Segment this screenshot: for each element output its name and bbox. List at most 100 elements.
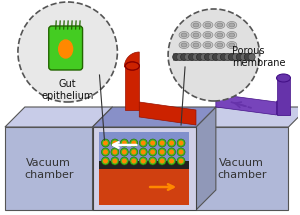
Ellipse shape xyxy=(203,22,213,29)
Polygon shape xyxy=(196,107,216,210)
Circle shape xyxy=(123,159,126,163)
Ellipse shape xyxy=(215,41,225,49)
Circle shape xyxy=(101,139,110,147)
Circle shape xyxy=(160,159,164,163)
Circle shape xyxy=(18,2,117,102)
Circle shape xyxy=(212,54,219,60)
Circle shape xyxy=(149,148,157,156)
Circle shape xyxy=(113,141,117,145)
Circle shape xyxy=(123,141,126,145)
Circle shape xyxy=(151,159,154,163)
Ellipse shape xyxy=(227,22,237,29)
Ellipse shape xyxy=(193,43,199,47)
Circle shape xyxy=(132,159,136,163)
Polygon shape xyxy=(139,102,196,125)
Polygon shape xyxy=(196,107,300,127)
Circle shape xyxy=(104,141,107,145)
Circle shape xyxy=(208,54,215,60)
Circle shape xyxy=(151,150,154,154)
Ellipse shape xyxy=(205,33,211,37)
Ellipse shape xyxy=(203,32,213,38)
Circle shape xyxy=(104,159,107,163)
Ellipse shape xyxy=(205,23,211,27)
Ellipse shape xyxy=(193,33,199,37)
Circle shape xyxy=(142,150,145,154)
Ellipse shape xyxy=(179,32,189,38)
Ellipse shape xyxy=(191,41,201,49)
Circle shape xyxy=(220,54,227,60)
Polygon shape xyxy=(100,132,189,165)
Circle shape xyxy=(224,54,231,60)
Circle shape xyxy=(228,54,235,60)
Circle shape xyxy=(232,54,239,60)
Polygon shape xyxy=(92,107,216,127)
Circle shape xyxy=(158,139,166,147)
Circle shape xyxy=(170,141,173,145)
Circle shape xyxy=(158,157,166,165)
Ellipse shape xyxy=(181,43,187,47)
Text: Vacuum
chamber: Vacuum chamber xyxy=(24,158,74,180)
FancyBboxPatch shape xyxy=(49,26,82,70)
Circle shape xyxy=(236,54,243,60)
Polygon shape xyxy=(100,165,189,205)
Ellipse shape xyxy=(229,43,235,47)
Circle shape xyxy=(179,150,183,154)
Circle shape xyxy=(172,54,180,60)
Circle shape xyxy=(123,150,126,154)
Ellipse shape xyxy=(227,32,237,38)
Ellipse shape xyxy=(277,74,290,82)
Circle shape xyxy=(113,150,117,154)
Circle shape xyxy=(196,54,203,60)
Polygon shape xyxy=(92,107,112,210)
Circle shape xyxy=(170,150,173,154)
Circle shape xyxy=(179,141,183,145)
Circle shape xyxy=(244,54,251,60)
Circle shape xyxy=(139,157,147,165)
Ellipse shape xyxy=(125,62,139,70)
Ellipse shape xyxy=(217,33,223,37)
Circle shape xyxy=(149,139,157,147)
Circle shape xyxy=(168,9,260,101)
Circle shape xyxy=(130,139,138,147)
Circle shape xyxy=(200,54,207,60)
Circle shape xyxy=(142,159,145,163)
Circle shape xyxy=(160,150,164,154)
Circle shape xyxy=(168,139,176,147)
Circle shape xyxy=(168,157,176,165)
Polygon shape xyxy=(92,127,196,210)
Polygon shape xyxy=(100,161,189,169)
Ellipse shape xyxy=(217,43,223,47)
Polygon shape xyxy=(216,94,277,115)
Ellipse shape xyxy=(179,41,189,49)
Polygon shape xyxy=(5,107,112,127)
Circle shape xyxy=(132,141,136,145)
Circle shape xyxy=(177,157,185,165)
Ellipse shape xyxy=(205,43,211,47)
Circle shape xyxy=(149,157,157,165)
Circle shape xyxy=(111,157,119,165)
Polygon shape xyxy=(277,101,290,115)
Circle shape xyxy=(120,148,128,156)
Circle shape xyxy=(113,159,117,163)
Circle shape xyxy=(179,159,183,163)
Polygon shape xyxy=(277,79,290,115)
Circle shape xyxy=(139,139,147,147)
Ellipse shape xyxy=(193,23,199,27)
Circle shape xyxy=(188,54,196,60)
Polygon shape xyxy=(5,127,92,210)
Circle shape xyxy=(120,157,128,165)
Circle shape xyxy=(160,141,164,145)
Circle shape xyxy=(158,148,166,156)
Polygon shape xyxy=(196,127,289,210)
Ellipse shape xyxy=(203,41,213,49)
Ellipse shape xyxy=(229,33,235,37)
Circle shape xyxy=(193,54,200,60)
Ellipse shape xyxy=(215,22,225,29)
Circle shape xyxy=(177,148,185,156)
Circle shape xyxy=(130,157,138,165)
Circle shape xyxy=(111,139,119,147)
Ellipse shape xyxy=(215,32,225,38)
Circle shape xyxy=(132,150,136,154)
Circle shape xyxy=(204,54,211,60)
Polygon shape xyxy=(173,53,255,61)
